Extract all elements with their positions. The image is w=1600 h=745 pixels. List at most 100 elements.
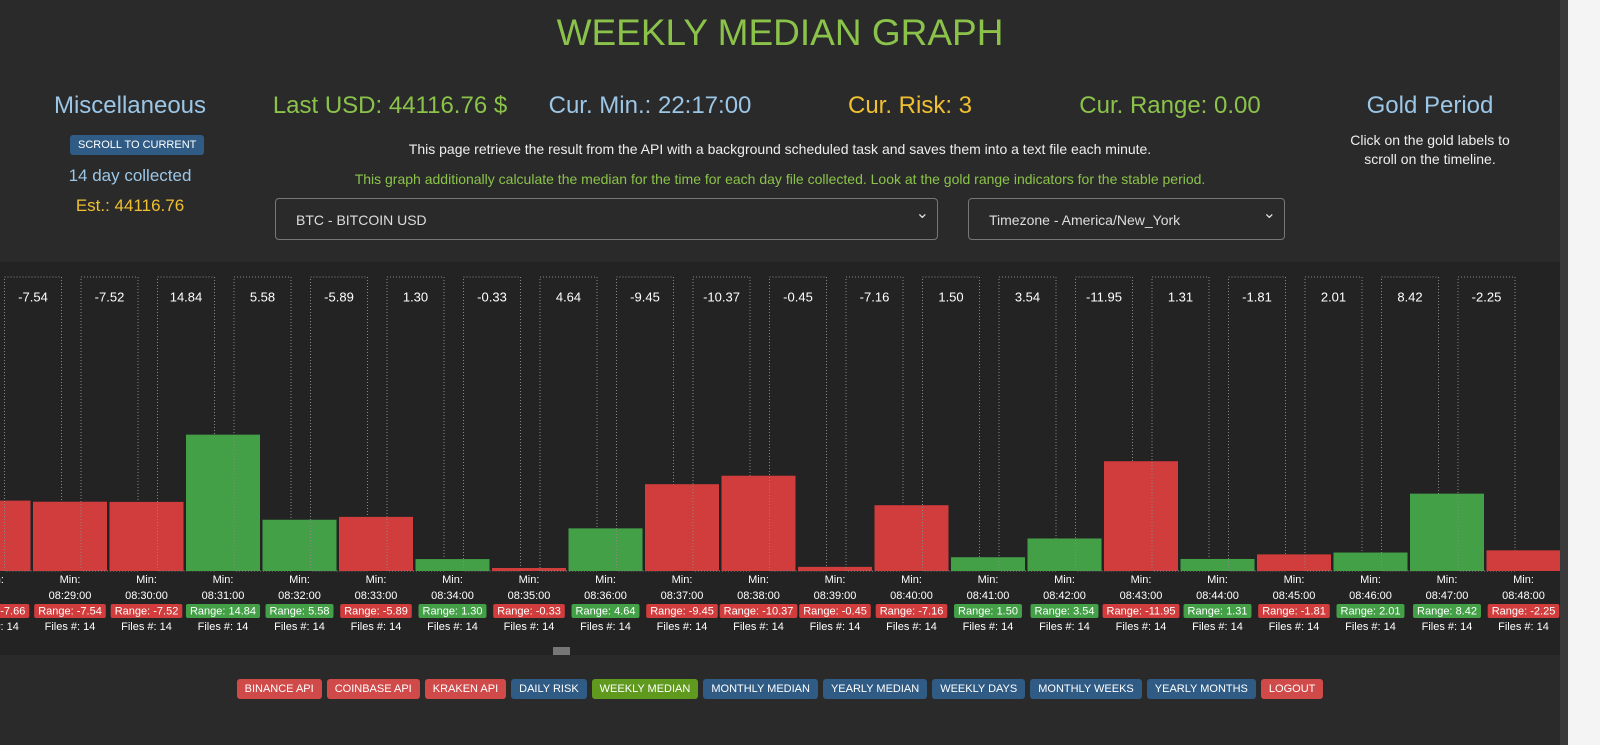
range-value: -7.54 [77,605,102,617]
min-label: Min: [978,574,999,586]
bar [1180,558,1255,571]
asset-select[interactable]: BTC - BITCOIN USD [275,193,938,240]
files-count: 14 [7,621,19,633]
label-box [616,276,674,572]
files-label: Files #: 14 [504,621,555,633]
bar [262,519,337,571]
nav-button[interactable]: YEARLY MONTHS [1146,679,1256,699]
files-label: Files #: 14 [810,621,861,633]
files-prefix: Files #: [1192,621,1227,633]
nav-button[interactable]: LOGOUT [1260,679,1324,699]
bar [1486,550,1560,571]
label-box [998,276,1057,572]
top-label: -11.95 [1086,289,1122,304]
files-label: Files #: 14 [351,621,402,633]
range-value: -1.81 [1301,605,1326,617]
range-badge [185,604,261,618]
files-prefix: Files #: [1269,621,1304,633]
scroll-button[interactable]: SCROLL TO CURRENT [70,135,205,155]
timezone-select[interactable]: Timezone - America/New_York [968,193,1285,240]
min-label: Min: [1437,574,1458,586]
files-label: Files #: 14 [198,621,249,633]
range-prefix: Range: [1035,605,1070,617]
range-value: -7.52 [153,605,178,617]
files-count: 14 [236,621,248,633]
top-label: -2.25 [1472,289,1502,304]
days-collected: 14 day collected [68,166,192,185]
files-count: 14 [1001,621,1013,633]
files-prefix: Files #: [198,621,233,633]
label-box [463,276,521,572]
nav: BINANCE API COINBASE API KRAKEN API DAILY R… [0,679,1560,699]
range-badge [265,604,334,618]
page-edge [1568,0,1600,745]
files-prefix: Files #: [351,621,386,633]
range-badge [875,604,948,618]
range-prefix: Range: [115,605,150,617]
files-label: Files #: 14 [886,621,937,633]
files-count: 14 [389,621,401,633]
nav-button[interactable]: YEARLY MEDIAN [822,679,928,699]
range-label: Range: -2.25 [1492,605,1556,617]
label-box [1457,276,1516,572]
range-badge [954,604,1022,618]
nav-button[interactable]: WEEKLY DAYS [932,679,1026,699]
nav-button[interactable]: BINANCE API [236,679,322,699]
top-label: 2.01 [1321,289,1346,304]
files-label: Files #: 14 [121,621,172,633]
files-count: 14 [772,621,784,633]
range-prefix: Range: [1492,605,1527,617]
description: This page retrieve the result from the A… [408,141,1152,157]
range-value: -9.45 [689,605,714,617]
files-prefix: Files #: [657,621,692,633]
range-value: 4.64 [614,605,635,617]
label-box [1381,276,1439,572]
top-label: -9.45 [630,289,660,304]
range-badge [1413,604,1481,618]
label-box [769,276,827,572]
nav-button[interactable]: DAILY RISK [511,679,587,699]
min-label: Min: [1207,574,1228,586]
time-label: 08:35:00 [508,590,551,602]
bar [0,500,31,571]
label-box [845,276,904,572]
files-count: 14 [848,621,860,633]
scroll-thumb[interactable] [553,647,570,655]
files-count: 14 [1460,621,1472,633]
range-badge [1487,604,1560,618]
top-label: -1.81 [1242,289,1272,304]
bar [951,557,1025,571]
range-value: -11.95 [1145,605,1175,617]
time-label: 08:32:00 [278,590,321,602]
min-label: Min: [1513,574,1534,586]
files-prefix: Files #: [886,621,921,633]
range-badge [1336,604,1405,618]
files-count: 14 [1307,621,1319,633]
files-prefix: Files #: [1422,621,1457,633]
top-label: -10.37 [703,289,740,304]
time-label: 08:43:00 [1120,590,1163,602]
bar [1027,538,1102,571]
files-prefix: Files #: [1039,621,1074,633]
nav-button[interactable]: MONTHLY WEEKS [1030,679,1142,699]
nav-button[interactable]: MONTHLY MEDIAN [703,679,818,699]
range-label: Range: 4.64 [576,605,636,617]
min-label: Min: [1360,574,1381,586]
range-label: Range: 14.84 [190,605,256,617]
files-label: Files #: 14 [657,621,708,633]
bar [33,501,107,571]
files-prefix: Files #: [504,621,539,633]
range-prefix: Range: [958,605,993,617]
label-box [1228,276,1286,572]
nav-button[interactable]: COINBASE API [326,679,420,699]
min-label: Min: [60,574,81,586]
files-count: 14 [695,621,707,633]
top-label: 1.50 [938,289,963,304]
current-risk: Cur. Risk: 3 [847,92,973,119]
nav-button[interactable]: WEEKLY MEDIAN [591,679,699,699]
bar [1410,493,1484,571]
nav-button[interactable]: KRAKEN API [424,679,507,699]
files-prefix: Files #: [1116,621,1151,633]
range-value: 8.42 [1456,605,1477,617]
range-label: Range: -7.66 [0,605,25,617]
